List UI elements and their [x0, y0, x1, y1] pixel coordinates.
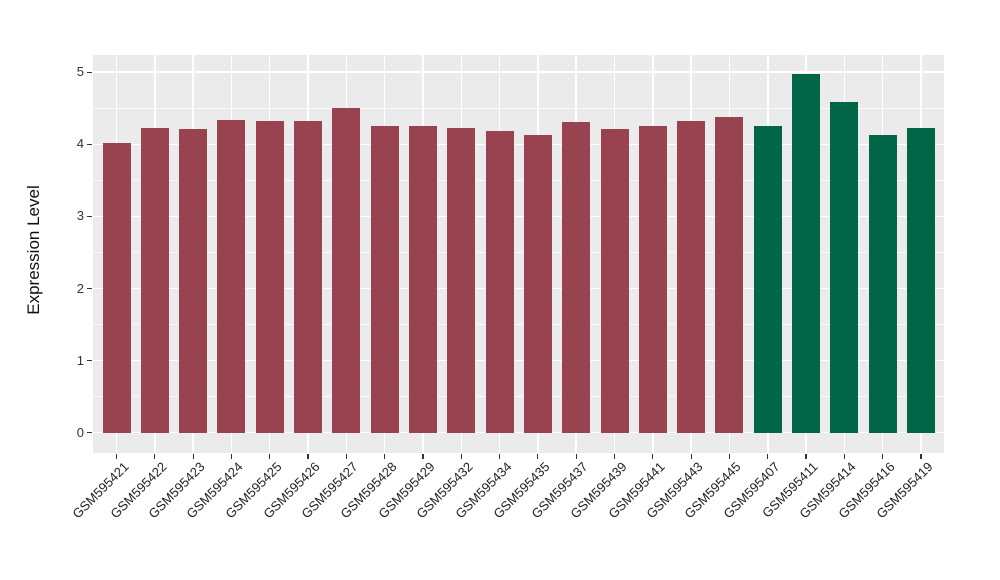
- bar-GSM595439: [600, 129, 629, 433]
- y-tick-mark-0: [87, 432, 92, 434]
- y-tick-mark-4: [87, 143, 92, 145]
- y-tick-mark-2: [87, 287, 92, 290]
- x-tick-mark-GSM595423: [192, 453, 194, 459]
- y-tick-mark-5: [87, 71, 92, 73]
- gridline-major: [93, 215, 944, 218]
- gridline-major: [93, 143, 944, 146]
- x-tick-mark-GSM595437: [575, 453, 577, 459]
- bar-GSM595421: [102, 142, 131, 433]
- y-tick-label-4: 4: [76, 136, 84, 152]
- x-tick-mark-GSM595407: [767, 453, 769, 459]
- x-tick-mark-GSM595429: [422, 453, 424, 459]
- gridline-minor: [93, 252, 944, 253]
- bar-GSM595434: [485, 130, 514, 433]
- bar-GSM595423: [179, 129, 208, 433]
- gridline-major: [93, 71, 944, 73]
- y-tick-label-2: 2: [76, 280, 84, 296]
- gridline-minor: [93, 324, 944, 325]
- x-tick-mark-GSM595441: [652, 453, 654, 459]
- y-tick-mark-1: [87, 360, 92, 362]
- x-tick-mark-GSM595439: [613, 453, 616, 459]
- x-tick-mark-GSM595427: [345, 453, 347, 459]
- x-tick-mark-GSM595434: [499, 453, 501, 459]
- y-tick-mark-3: [87, 215, 92, 217]
- bar-GSM595445: [715, 116, 744, 433]
- gridline-minor: [93, 179, 944, 181]
- y-tick-label-0: 0: [76, 424, 84, 440]
- gridline-major: [93, 359, 944, 362]
- bar-GSM595429: [408, 126, 437, 433]
- x-tick-mark-GSM595435: [537, 453, 539, 459]
- y-tick-label-5: 5: [76, 64, 84, 80]
- x-tick-mark-GSM595432: [460, 453, 462, 459]
- x-tick-mark-GSM595414: [843, 453, 845, 459]
- bar-GSM595407: [753, 126, 782, 433]
- y-tick-label-1: 1: [76, 352, 84, 368]
- bar-GSM595441: [638, 125, 667, 433]
- x-tick-mark-GSM595425: [269, 453, 271, 459]
- gridline-major: [93, 431, 944, 434]
- x-tick-mark-GSM595422: [154, 453, 156, 459]
- bar-GSM595424: [217, 119, 246, 433]
- bar-GSM595411: [792, 74, 821, 433]
- x-tick-mark-GSM595426: [307, 453, 309, 459]
- gridline-minor: [93, 107, 944, 109]
- y-tick-label-3: 3: [76, 208, 84, 224]
- gridline-major: [93, 287, 944, 290]
- bar-GSM595428: [370, 125, 399, 433]
- bar-GSM595432: [447, 127, 476, 433]
- x-tick-mark-GSM595421: [115, 453, 118, 459]
- bar-GSM595443: [677, 120, 706, 433]
- bar-GSM595422: [140, 127, 169, 433]
- plot-panel: [93, 55, 944, 453]
- x-tick-mark-GSM595443: [690, 453, 692, 459]
- x-tick-mark-GSM595416: [882, 453, 884, 459]
- x-tick-mark-GSM595428: [384, 453, 386, 459]
- x-tick-mark-GSM595419: [920, 453, 922, 459]
- bar-GSM595419: [907, 128, 935, 433]
- x-tick-mark-GSM595424: [230, 453, 233, 459]
- bar-GSM595425: [255, 120, 284, 433]
- bar-GSM595426: [294, 120, 323, 433]
- gridline-minor: [93, 396, 944, 398]
- bar-GSM595427: [332, 108, 361, 433]
- bar-GSM595437: [562, 121, 591, 433]
- x-tick-mark-GSM595411: [805, 453, 807, 459]
- bar-GSM595416: [868, 134, 897, 433]
- bar-GSM595435: [523, 134, 552, 433]
- x-tick-mark-GSM595445: [728, 453, 731, 459]
- bar-GSM595414: [830, 102, 859, 433]
